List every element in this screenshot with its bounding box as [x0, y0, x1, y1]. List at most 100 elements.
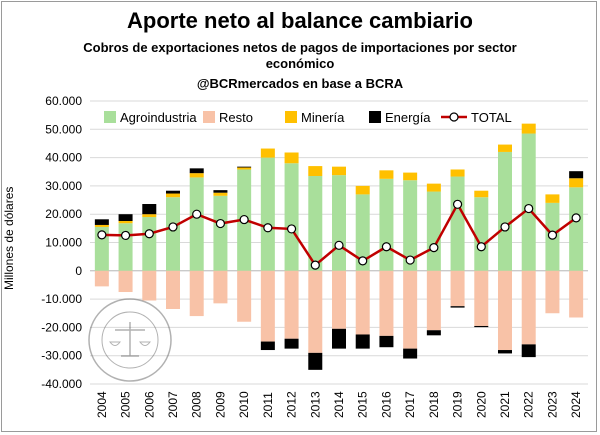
bar-energ-a-2018 — [426, 330, 441, 336]
bar-energ-a-2006 — [142, 204, 157, 215]
total-point-2008 — [192, 209, 202, 219]
bar-energ-a-2008 — [189, 168, 204, 174]
bar-energ-a-2012 — [284, 338, 299, 349]
total-point-2018 — [429, 242, 439, 253]
x-tick-label: 2014 — [332, 391, 346, 418]
total-point-2023 — [547, 230, 558, 240]
bar-resto-2007 — [166, 270, 180, 310]
bar-miner-a-2022 — [521, 123, 536, 134]
x-tick-label: 2017 — [403, 391, 417, 418]
total-point-2022 — [524, 203, 534, 214]
bar-miner-a-2023 — [545, 194, 560, 203]
bar-miner-a-2005 — [118, 220, 133, 224]
bar-energ-a-2020 — [474, 325, 489, 328]
bar-energ-a-2013 — [308, 352, 323, 370]
chart-title: Aporte neto al balance cambiario — [127, 8, 473, 33]
legend-label-minería: Minería — [301, 110, 345, 125]
seal-outer-ring — [88, 298, 172, 382]
x-tick-label: 2012 — [285, 391, 299, 418]
legend-swatch-minería — [285, 111, 297, 123]
total-point-2005 — [120, 230, 131, 241]
bar-resto-2018 — [426, 270, 441, 331]
bar-energ-a-2024 — [569, 171, 584, 179]
bar-agroindustria-2011 — [260, 157, 275, 271]
y-tick-label: -40.000 — [41, 377, 82, 391]
bar-energ-a-2010 — [237, 166, 252, 168]
y-tick-label: 60.000 — [45, 94, 82, 108]
bar-energ-a-2007 — [166, 190, 180, 194]
y-tick-label: -30.000 — [41, 349, 82, 363]
x-tick-label: 2011 — [261, 392, 275, 418]
total-point-2007 — [168, 222, 178, 232]
legend-label-total: TOTAL — [471, 110, 512, 125]
bar-miner-a-2006 — [142, 214, 157, 218]
bar-miner-a-2017 — [403, 172, 418, 181]
bar-resto-2017 — [403, 270, 418, 349]
x-tick-label: 2018 — [427, 391, 441, 418]
total-point-2011 — [263, 223, 273, 233]
bar-miner-a-2019 — [450, 169, 465, 177]
legend-swatch-energía — [369, 111, 381, 123]
bar-energ-a-2004 — [94, 219, 109, 225]
bar-resto-2010 — [237, 270, 252, 322]
chart-credit: @BCRmercados en base a BCRA — [196, 76, 404, 91]
legend-label-agroindustria: Agroindustria — [120, 110, 197, 125]
bar-agroindustria-2016 — [379, 178, 394, 271]
bar-miner-a-2012 — [284, 152, 299, 164]
bolsa-de-comercio-de-rosario-seal — [88, 298, 172, 382]
bar-resto-2021 — [498, 270, 512, 351]
total-point-2012 — [286, 224, 297, 234]
bar-agroindustria-2008 — [189, 177, 204, 271]
x-tick-label: 2005 — [119, 391, 133, 418]
bar-miner-a-2011 — [260, 148, 275, 158]
x-tick-label: 2016 — [379, 391, 393, 418]
bar-agroindustria-2020 — [474, 197, 489, 271]
bar-energ-a-2009 — [213, 190, 228, 193]
bar-agroindustria-2013 — [308, 175, 323, 271]
legend-swatch-resto — [203, 111, 215, 123]
x-tick-label: 2021 — [498, 391, 512, 418]
bar-agroindustria-2014 — [332, 175, 346, 271]
bar-resto-2008 — [189, 270, 204, 317]
bar-agroindustria-2021 — [498, 151, 512, 271]
y-tick-labels: -40.000 -30.000 -20.000 -10.000 0 10.000 20.00… — [41, 94, 82, 391]
total-point-2020 — [476, 242, 486, 252]
x-tick-label: 2020 — [474, 391, 488, 418]
x-tick-label: 2024 — [569, 391, 583, 418]
bar-miner-a-2014 — [332, 166, 346, 176]
bar-agroindustria-2005 — [118, 223, 133, 271]
bar-energ-a-2022 — [521, 344, 536, 358]
y-tick-label: 20.000 — [45, 207, 82, 221]
y-tick-label: 40.000 — [45, 151, 82, 165]
bar-agroindustria-2006 — [142, 217, 157, 271]
y-tick-label: 30.000 — [45, 179, 82, 193]
seal-scale-pan-left — [109, 341, 121, 346]
bar-miner-a-2010 — [237, 167, 252, 170]
bar-agroindustria-2019 — [450, 176, 465, 271]
seal-scale-pan-right — [139, 341, 151, 346]
bar-miner-a-2004 — [94, 224, 109, 227]
bar-agroindustria-2017 — [403, 180, 418, 271]
bar-resto-2022 — [521, 270, 536, 345]
bar-miner-a-2020 — [474, 190, 489, 198]
bar-energ-a-2005 — [118, 214, 133, 221]
x-tick-label: 2004 — [95, 391, 109, 418]
total-point-2021 — [500, 222, 510, 232]
bar-miner-a-2015 — [355, 185, 370, 195]
bar-miner-a-2007 — [166, 193, 180, 198]
total-point-2014 — [334, 240, 344, 250]
legend-label-energía: Energía — [385, 110, 431, 125]
bar-resto-2012 — [284, 270, 299, 339]
total-point-2004 — [97, 230, 107, 240]
x-tick-label: 2006 — [142, 391, 156, 418]
x-tick-label: 2009 — [213, 391, 227, 418]
bar-resto-2016 — [379, 270, 394, 336]
seal-inner-ring — [101, 311, 159, 369]
legend-label-resto: Resto — [219, 110, 253, 125]
bar-miner-a-2013 — [308, 166, 323, 176]
total-point-2017 — [405, 255, 415, 265]
total-point-2009 — [215, 218, 226, 229]
bar-resto-2015 — [355, 270, 370, 335]
bar-miner-a-2024 — [569, 178, 584, 188]
